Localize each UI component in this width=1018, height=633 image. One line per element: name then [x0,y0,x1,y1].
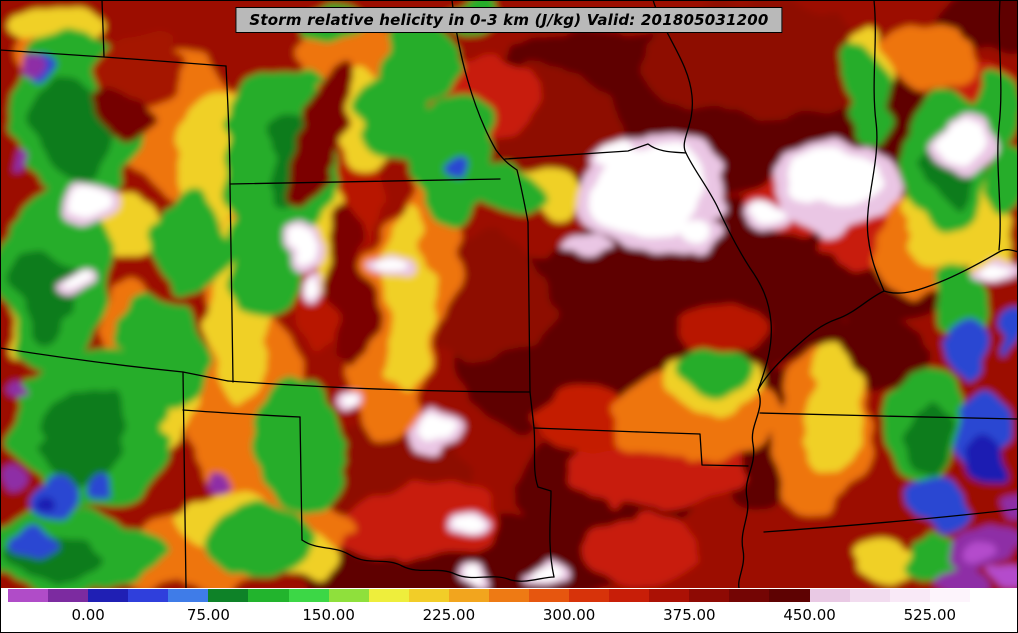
colorbar-segment [729,589,770,602]
colorbar-segment [689,589,730,602]
state-borders [0,0,1018,588]
colorbar-segment [8,589,49,602]
colorbar-segment [408,589,449,602]
colorbar-segment [889,589,930,602]
colorbar-segment [448,589,489,602]
colorbar-tick-label: 75.00 [186,606,230,624]
colorbar-segment [849,589,890,602]
colorbar-tick-label: 525.00 [903,606,957,624]
colorbar-segment [809,589,850,602]
colorbar-segment [328,589,369,602]
colorbar-segment [649,589,690,602]
colorbar-segment [248,589,289,602]
colorbar-segment [488,589,530,602]
colorbar-segment [128,589,169,602]
colorbar-segment [368,589,409,602]
colorbar-segment [168,589,209,602]
colorbar-tick-label: 0.00 [71,606,105,624]
colorbar-segment [769,589,810,602]
colorbar-segment [569,589,610,602]
colorbar-segment [88,589,129,602]
colorbar-segment [48,589,89,602]
colorbar-segment [529,589,570,602]
colorbar-tick-label: 375.00 [663,606,716,624]
colorbar-tick-labels: 0.00 75.00 150.00 225.00 300.00 375.00 450.00 5… [0,604,1018,628]
colorbar-tick-label: 300.00 [542,606,596,624]
map-title: Storm relative helicity in 0-3 km (J/kg)… [235,7,783,33]
colorbar-segment [969,589,1010,602]
colorbar-segment [929,589,970,602]
colorbar-swatches [8,589,1010,602]
colorbar-tick-label: 150.00 [302,606,355,624]
helicity-heatmap-svg [0,0,1018,588]
colorbar-segment [288,589,329,602]
helicity-map: Storm relative helicity in 0-3 km (J/kg)… [0,0,1018,588]
colorbar-segment [208,589,249,602]
colorbar-tick-label: 225.00 [422,606,476,624]
colorbar-tick-label: 450.00 [783,606,836,624]
colorbar: 0.00 75.00 150.00 225.00 300.00 375.00 450.00 5… [0,588,1018,633]
helicity-field [0,0,1018,588]
colorbar-segment [609,589,650,602]
